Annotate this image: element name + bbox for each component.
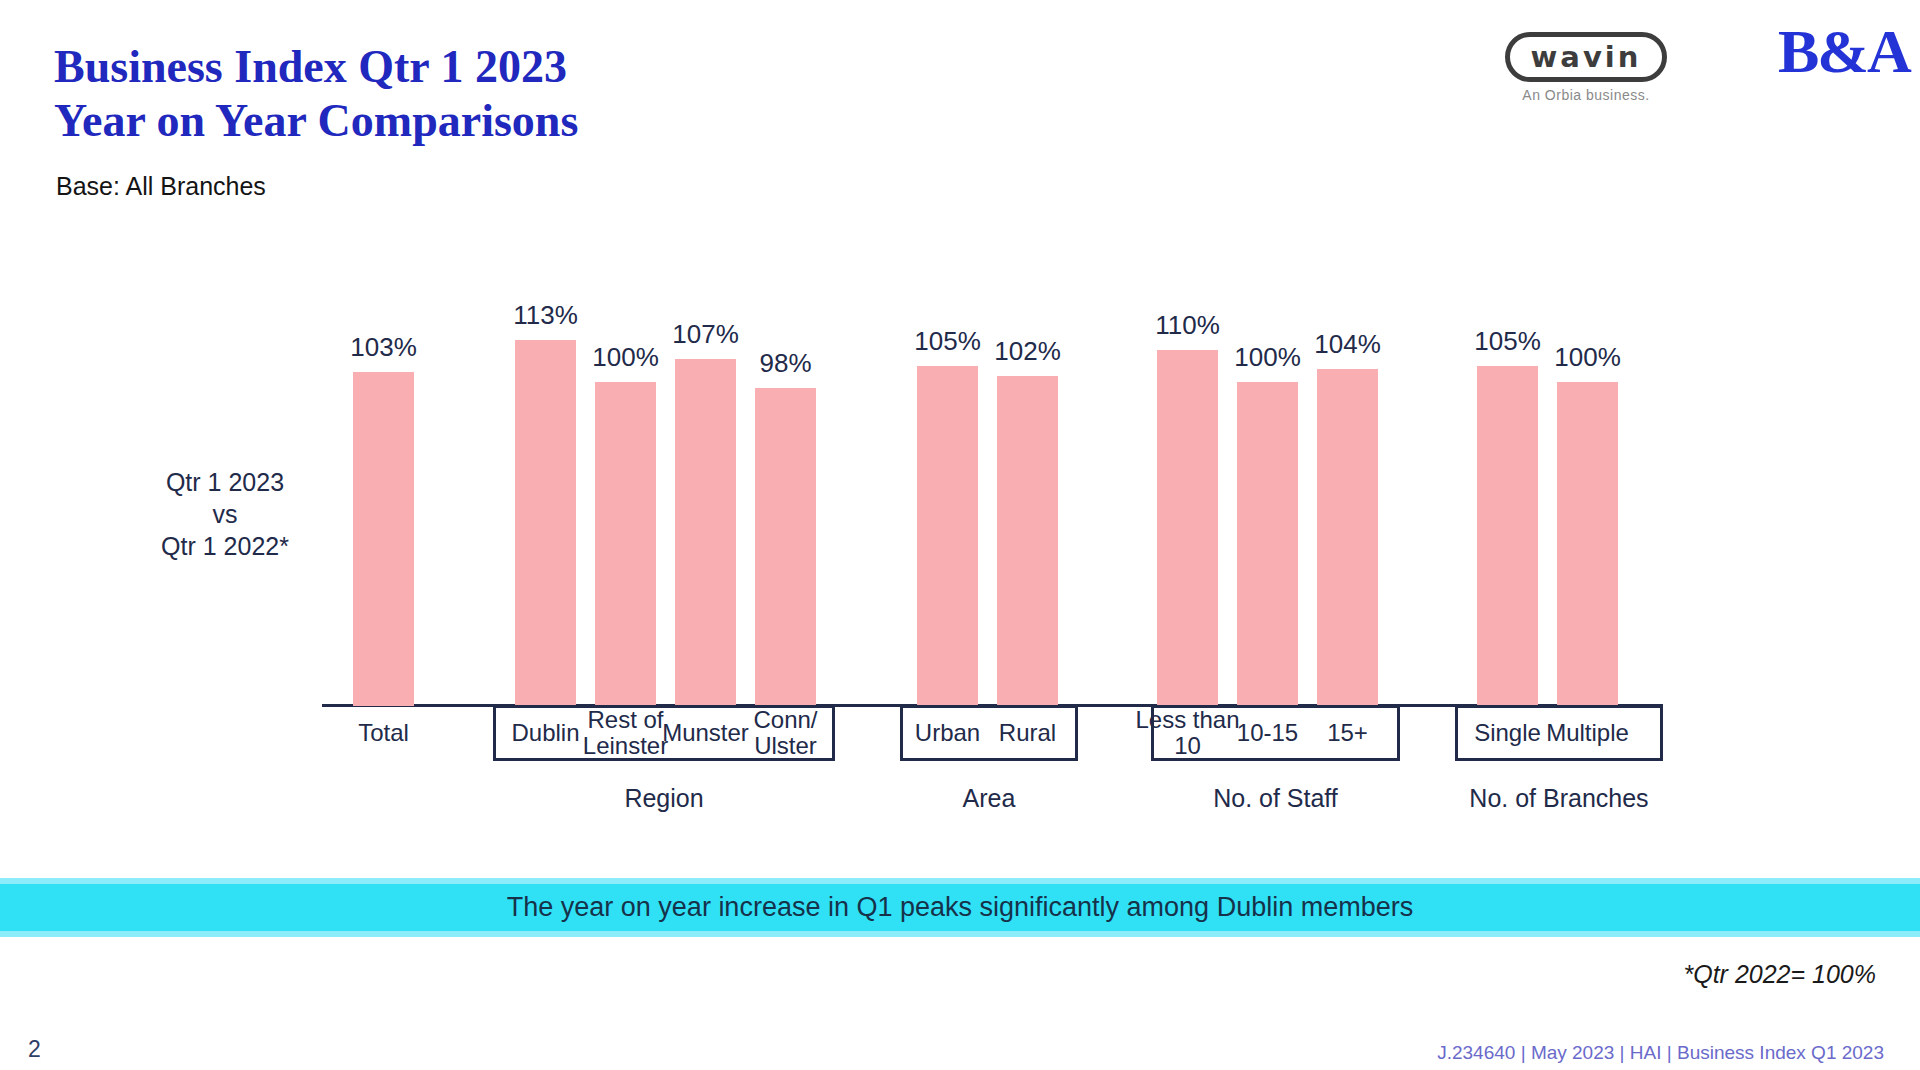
slide: Business Index Qtr 1 2023 Year on Year C…: [0, 0, 1920, 1070]
chart-footnote: *Qtr 2022= 100%: [1684, 960, 1877, 989]
bar-10-15: [1237, 382, 1298, 706]
bar-value-label: 98%: [726, 348, 846, 379]
bar-value-label: 113%: [486, 300, 606, 331]
bar-rural: [997, 376, 1058, 706]
group-label-region: Region: [514, 784, 814, 813]
footer-reference: J.234640 | May 2023 | HAI | Business Ind…: [1437, 1042, 1884, 1064]
bar-total: [353, 372, 414, 706]
bar-less-than-10: [1157, 350, 1218, 706]
bar-value-label: 104%: [1288, 329, 1408, 360]
category-group-box-no-of-branches: [1455, 705, 1663, 761]
bar-multiple: [1557, 382, 1618, 706]
bar-value-label: 107%: [646, 319, 766, 350]
bar-value-label: 102%: [968, 336, 1088, 367]
category-group-box-region: [493, 705, 835, 761]
bar-urban: [917, 366, 978, 706]
category-label-total: Total: [304, 705, 464, 761]
bar-value-label: 103%: [324, 332, 444, 363]
category-group-box-area: [900, 705, 1078, 761]
bar-dublin: [515, 340, 576, 706]
bar-single: [1477, 366, 1538, 706]
insight-banner: The year on year increase in Q1 peaks si…: [0, 878, 1920, 937]
bar-conn-ulster: [755, 388, 816, 706]
bar-15: [1317, 369, 1378, 706]
group-label-no-of-branches: No. of Branches: [1409, 784, 1709, 813]
bar-value-label: 110%: [1128, 310, 1248, 341]
category-group-box-no-of-staff: [1151, 705, 1400, 761]
page-number: 2: [28, 1036, 41, 1063]
group-label-area: Area: [839, 784, 1139, 813]
bar-munster: [675, 359, 736, 706]
group-label-no-of-staff: No. of Staff: [1126, 784, 1426, 813]
chart-series-annotation: Qtr 1 2023 vs Qtr 1 2022*: [95, 466, 355, 562]
bar-value-label: 100%: [1528, 342, 1648, 373]
insight-banner-text: The year on year increase in Q1 peaks si…: [507, 892, 1413, 923]
bar-rest-of-leinster: [595, 382, 656, 706]
